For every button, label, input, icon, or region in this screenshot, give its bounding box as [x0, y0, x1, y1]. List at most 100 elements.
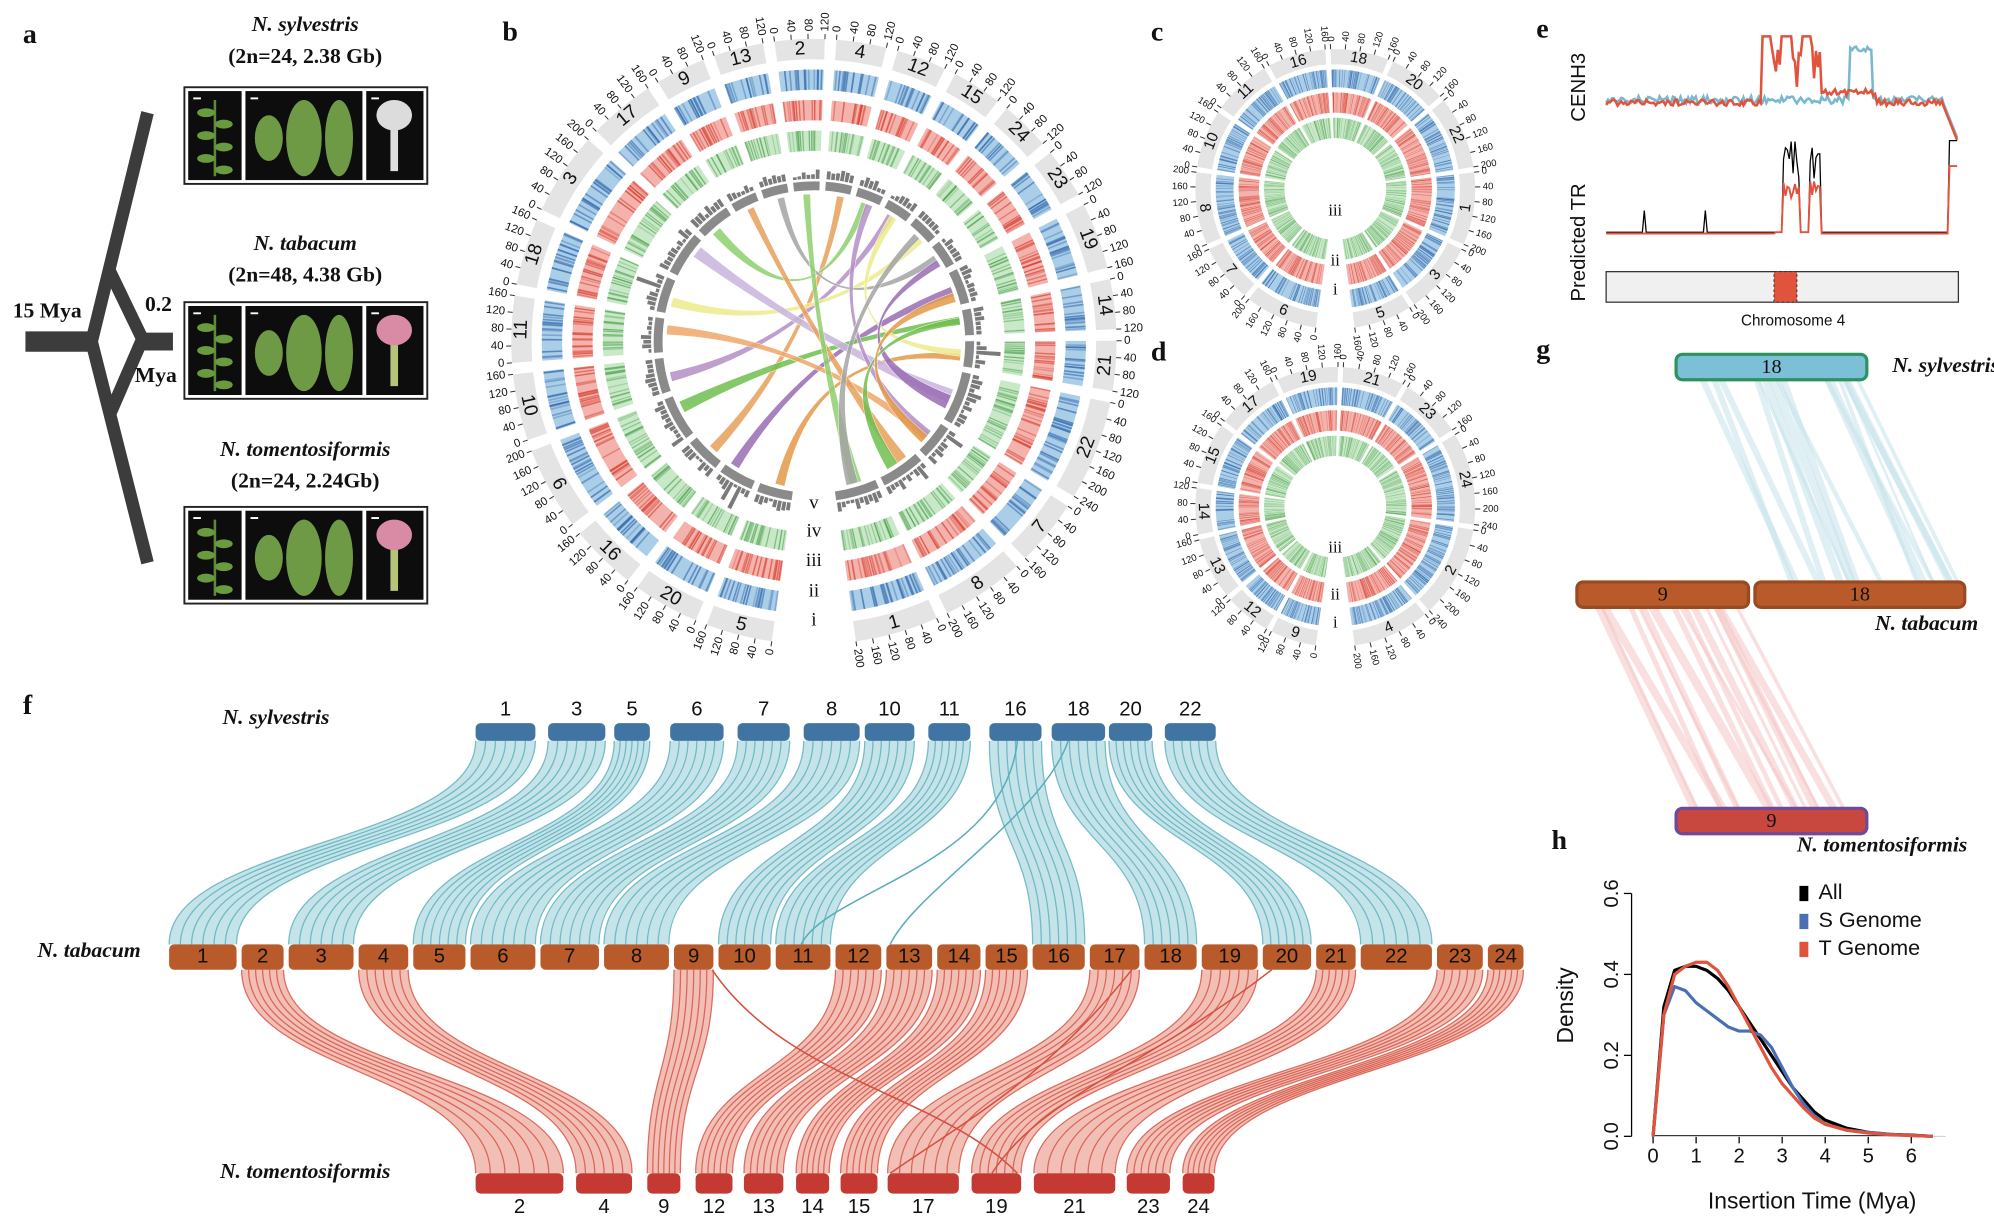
histogram-bar	[942, 437, 948, 443]
track-stripe	[1385, 510, 1407, 513]
track-stripe	[1372, 140, 1388, 155]
track-stripe	[1256, 132, 1274, 145]
track-stripe	[1307, 96, 1314, 116]
track-stripe	[627, 186, 644, 201]
histogram-bar	[649, 291, 659, 298]
track-stripe	[1266, 242, 1281, 257]
track-segment	[875, 109, 919, 143]
track-stripe	[1241, 208, 1262, 214]
track-stripe	[1267, 205, 1288, 213]
track-stripe	[1033, 366, 1055, 370]
chromosome-band	[774, 38, 825, 62]
track-stripe	[1338, 117, 1341, 139]
track-segment	[1332, 92, 1372, 119]
track-stripe	[1215, 182, 1234, 185]
track-stripe	[1407, 474, 1427, 482]
histogram-bar	[927, 455, 938, 465]
track-stripe	[1241, 252, 1257, 264]
track-stripe	[1410, 169, 1431, 175]
track-stripe	[880, 583, 888, 604]
track-stripe	[626, 187, 644, 202]
track-stripe	[775, 560, 781, 581]
track-stripe	[603, 330, 624, 333]
tick-label: 240	[1077, 495, 1100, 515]
track-stripe	[1265, 174, 1286, 179]
histogram-bar	[676, 240, 684, 247]
track-stripe	[1352, 71, 1357, 89]
tick-mark	[1425, 295, 1430, 300]
track-stripe	[1005, 220, 1024, 233]
track-stripe	[1348, 264, 1353, 285]
track-stripe	[1265, 199, 1286, 205]
track-stripe	[1325, 92, 1329, 114]
track-stripe	[1395, 128, 1412, 142]
scale-bar	[371, 312, 379, 315]
track-stripe	[1317, 119, 1323, 140]
track-segment	[902, 154, 943, 191]
track-stripe	[1365, 131, 1378, 149]
tick-mark	[720, 629, 724, 636]
tick-mark	[1211, 261, 1217, 266]
track-stripe	[1430, 464, 1448, 472]
track-stripe	[633, 440, 652, 453]
tick-label: 40	[1217, 287, 1232, 302]
track-stripe	[690, 531, 703, 551]
histogram-bar	[975, 325, 982, 330]
track-stripe	[964, 211, 981, 225]
track-stripe	[1370, 103, 1381, 122]
track-stripe	[935, 561, 947, 581]
track-stripe	[1266, 90, 1278, 106]
track-stripe	[1027, 278, 1048, 285]
track-stripe	[1363, 259, 1372, 279]
track-stripe	[1308, 288, 1314, 306]
track-stripe	[1436, 196, 1455, 200]
track-stripe	[1404, 262, 1418, 277]
track-stripe	[1432, 154, 1450, 161]
leaf	[254, 534, 283, 581]
track-stripe	[1006, 502, 1024, 517]
tick-label: 200	[1480, 158, 1497, 171]
histogram-bar	[876, 187, 882, 193]
track-stripe	[749, 523, 758, 544]
histogram-bar	[886, 485, 893, 495]
track-stripe	[1394, 236, 1411, 251]
track-stripe	[1285, 79, 1294, 97]
track-stripe	[590, 247, 611, 257]
track-stripe	[1391, 89, 1403, 105]
track-stripe	[1004, 345, 1025, 348]
track-stripe	[1433, 534, 1451, 541]
track-stripe	[1429, 463, 1447, 471]
tick-mark	[1369, 642, 1372, 648]
track-stripe	[1357, 442, 1367, 462]
synteny-chord	[877, 259, 952, 410]
track-stripe	[1433, 531, 1452, 537]
tick-mark	[1354, 327, 1356, 333]
histogram-bar	[924, 217, 933, 225]
track-stripe	[1420, 561, 1437, 572]
tick-label: 40	[1199, 582, 1214, 597]
chromosome-band	[657, 59, 711, 100]
track-stripe	[1425, 133, 1442, 143]
track-stripe	[617, 200, 635, 214]
track-stripe	[1411, 513, 1432, 516]
tick-mark	[954, 69, 958, 75]
track-stripe	[860, 105, 867, 126]
tick-label: 40	[1458, 261, 1473, 276]
tick-mark	[1294, 49, 1297, 55]
track-stripe	[1359, 287, 1365, 306]
track-stripe	[1368, 257, 1379, 276]
track-stripe	[1253, 136, 1271, 149]
track-stripe	[1296, 231, 1308, 249]
tick-label: 40	[1292, 331, 1305, 344]
tick-label: 80	[1381, 326, 1395, 340]
histogram-bar	[976, 341, 981, 346]
tick-mark	[1473, 524, 1480, 526]
histogram-bar	[733, 483, 738, 489]
scale-bar	[250, 97, 259, 100]
track-stripe	[579, 396, 600, 403]
histogram-bar	[646, 325, 652, 330]
track-stripe	[931, 563, 943, 583]
track-stripe	[1050, 247, 1070, 256]
tick-label: 0	[512, 437, 522, 450]
tick-label: 160	[1453, 587, 1472, 605]
